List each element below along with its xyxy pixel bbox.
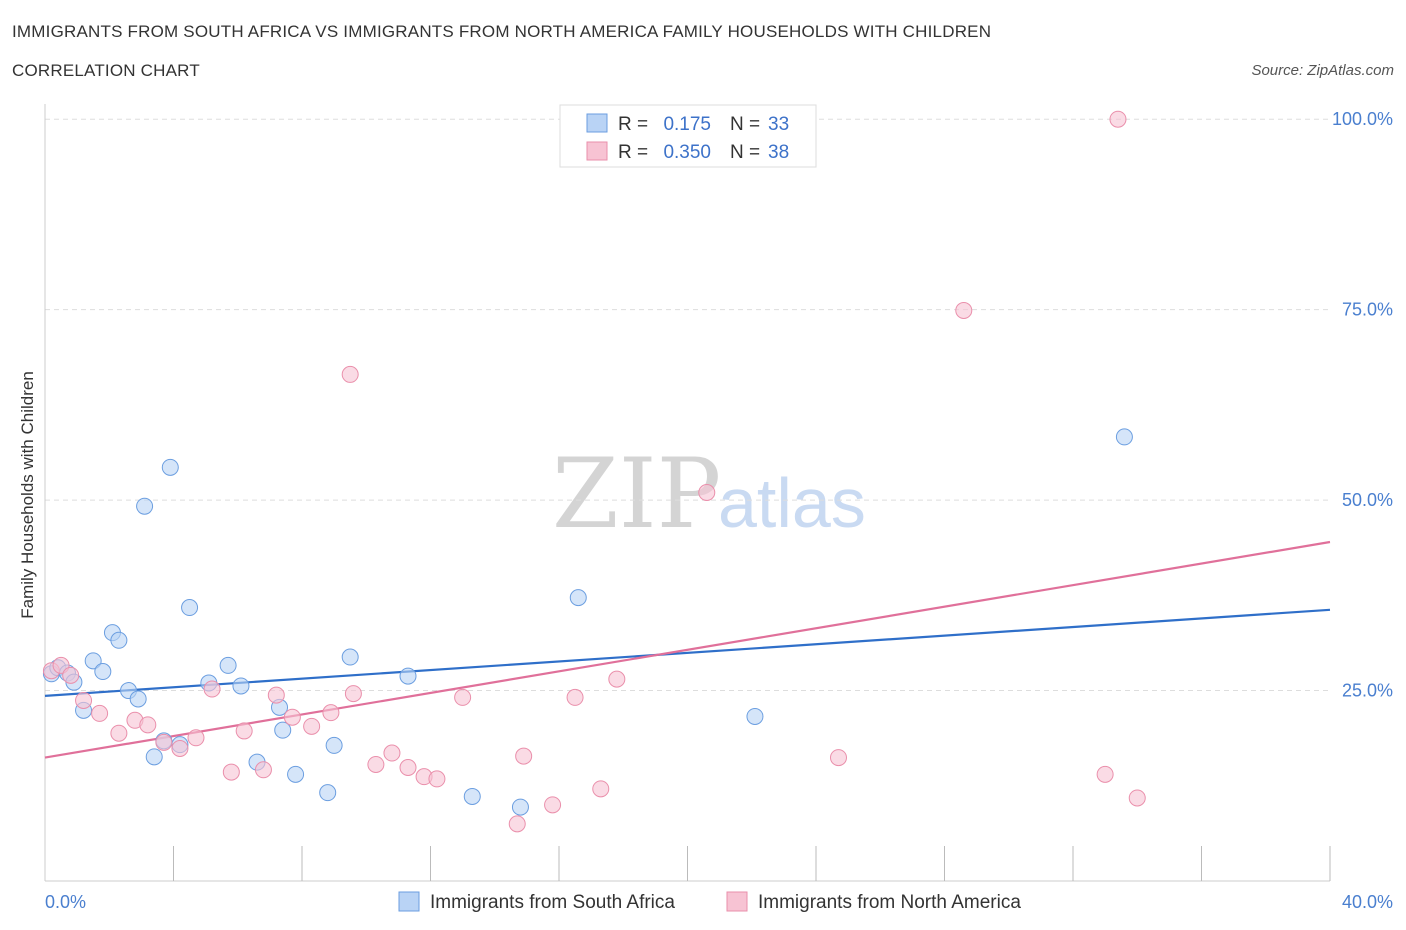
point-north-america (322, 704, 340, 722)
point-south-africa (274, 721, 292, 739)
x-tick-label: 0.0% (45, 892, 86, 912)
y-tick-label: 75.0% (1342, 300, 1393, 320)
series-legend-swatch-north-america (726, 891, 748, 912)
point-north-america (515, 747, 533, 765)
trend-line-north-america (44, 540, 1331, 759)
point-north-america (283, 708, 301, 726)
point-north-america (399, 758, 417, 776)
watermark-zip: ZIP (552, 438, 721, 550)
point-south-africa (569, 589, 587, 607)
point-north-america (566, 688, 584, 706)
series-legend-swatch-south-africa (398, 891, 420, 912)
point-north-america (955, 301, 973, 319)
x-tick-label: 40.0% (1342, 892, 1393, 912)
point-north-america (303, 717, 321, 735)
legend-n-label-1: N = (730, 114, 760, 135)
point-north-america (544, 796, 562, 814)
point-south-africa (110, 631, 128, 649)
y-axis-label: Family Households with Children (18, 371, 37, 619)
point-north-america (1096, 765, 1114, 783)
point-north-america (383, 744, 401, 762)
point-north-america (254, 761, 272, 779)
y-tick-label: 25.0% (1342, 681, 1393, 701)
point-south-africa (94, 663, 112, 681)
point-north-america (62, 666, 80, 684)
point-south-africa (463, 787, 481, 805)
point-north-america (367, 755, 385, 773)
legend-n-label-2: N = (730, 142, 760, 163)
point-north-america (1128, 789, 1146, 807)
point-south-africa (319, 784, 337, 802)
trend-lines (44, 540, 1331, 759)
trend-line-south-africa (44, 608, 1331, 697)
x-axis-ticks (173, 846, 1331, 881)
legend-n-value-1: 33 (768, 114, 789, 135)
point-south-africa (136, 497, 154, 515)
point-south-africa (161, 458, 179, 476)
legend-r-label-2: R = (618, 142, 648, 163)
point-north-america (341, 365, 359, 383)
gridlines (45, 118, 1330, 692)
point-north-america (428, 770, 446, 788)
point-north-america (235, 722, 253, 740)
point-south-africa (1115, 428, 1133, 446)
point-north-america (508, 815, 526, 833)
y-tick-label: 50.0% (1342, 490, 1393, 510)
point-south-africa (511, 798, 529, 816)
x-axis-tick-labels: 0.0% 40.0% (45, 892, 1393, 912)
point-south-africa (746, 707, 764, 725)
data-points (42, 110, 1146, 833)
chart-subtitle: CORRELATION CHART (12, 61, 200, 80)
point-north-america (139, 716, 157, 734)
point-north-america (110, 724, 128, 742)
point-south-africa (325, 736, 343, 754)
legend-r-label-1: R = (618, 114, 648, 135)
point-north-america (698, 484, 716, 501)
series-legend-label-south-africa: Immigrants from South Africa (430, 892, 675, 913)
point-south-africa (84, 652, 102, 670)
point-south-africa (399, 667, 417, 685)
point-north-america (171, 739, 189, 757)
legend-r-value-1: 0.175 (663, 114, 711, 135)
chart-title: IMMIGRANTS FROM SOUTH AFRICA VS IMMIGRAN… (12, 22, 992, 41)
correlation-legend: R = 0.175 N = 33 R = 0.350 N = 38 (559, 104, 817, 168)
point-north-america (267, 686, 285, 704)
legend-r-value-2: 0.350 (663, 142, 711, 163)
point-south-africa (129, 690, 147, 708)
point-north-america (155, 733, 173, 751)
point-north-america (75, 691, 93, 709)
point-south-africa (145, 748, 163, 766)
series-legend: Immigrants from South Africa Immigrants … (398, 891, 1021, 913)
point-south-africa (232, 677, 250, 695)
point-north-america (608, 670, 626, 688)
point-north-america (187, 729, 205, 747)
point-north-america (203, 680, 221, 698)
legend-swatch-south-africa (586, 113, 608, 133)
y-tick-label: 100.0% (1332, 109, 1393, 129)
point-north-america (592, 780, 610, 798)
point-north-america (1109, 110, 1127, 128)
point-south-africa (219, 656, 237, 674)
point-north-america (829, 749, 847, 767)
source-credit: Source: ZipAtlas.com (1251, 62, 1394, 79)
legend-swatch-north-america (586, 141, 608, 161)
series-legend-label-north-america: Immigrants from North America (758, 892, 1021, 913)
point-south-africa (287, 765, 305, 783)
point-north-america (222, 763, 240, 781)
point-north-america (91, 704, 109, 722)
watermark-atlas: atlas (718, 464, 866, 542)
point-south-africa (181, 599, 199, 617)
point-north-america (344, 685, 362, 703)
point-north-america (454, 688, 472, 706)
legend-n-value-2: 38 (768, 142, 789, 163)
point-south-africa (341, 648, 359, 666)
y-axis-tick-labels: 25.0% 50.0% 75.0% 100.0% (1332, 109, 1393, 700)
